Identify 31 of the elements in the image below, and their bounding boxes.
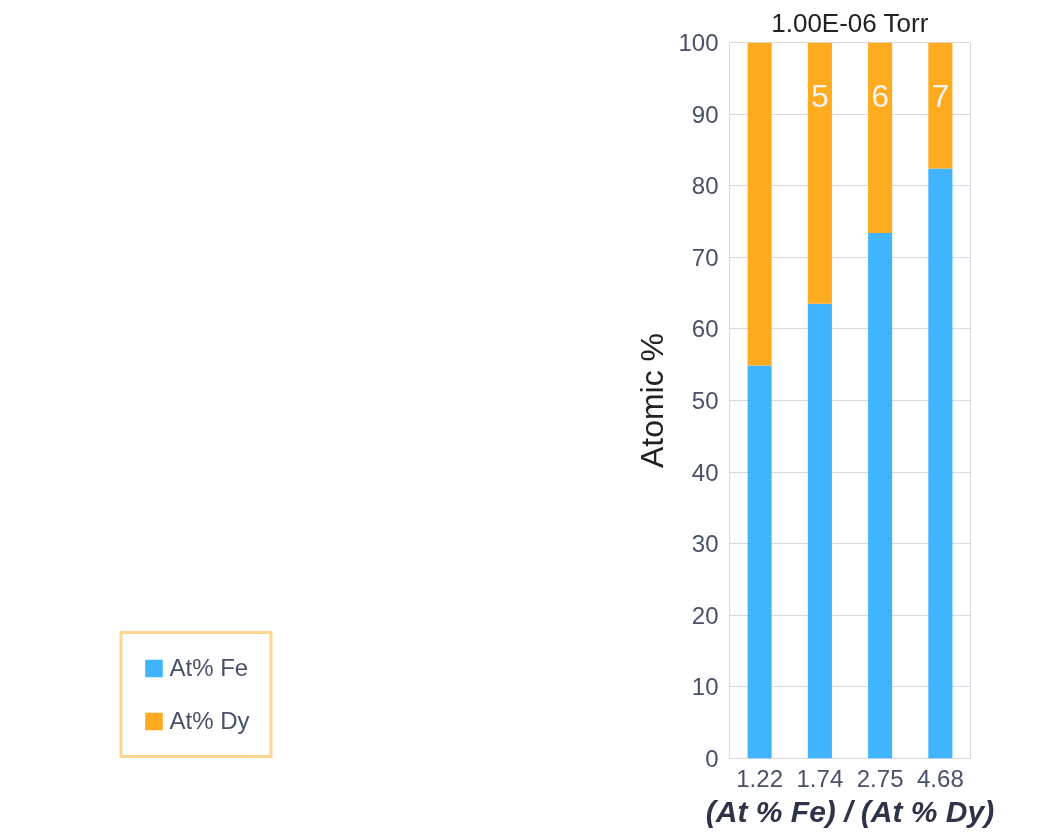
x-tick-label: 1.74 xyxy=(796,764,844,792)
y-tick-label: 20 xyxy=(691,601,719,629)
annotation: 5 xyxy=(810,78,829,115)
annotation: 7 xyxy=(931,78,950,115)
legend-label: At% Dy xyxy=(169,707,250,735)
bar xyxy=(928,42,953,169)
y-tick-label: 40 xyxy=(691,458,719,486)
x-tick-label: 1.22 xyxy=(736,764,783,792)
y-tick-label: 90 xyxy=(691,100,719,128)
y-tick-label: 0 xyxy=(705,745,719,772)
bar xyxy=(807,42,832,304)
bar xyxy=(747,365,772,759)
y-tick-label: 50 xyxy=(691,387,719,414)
bar xyxy=(868,232,893,759)
y-tick-label: 70 xyxy=(691,243,719,271)
y-tick-label: 30 xyxy=(691,530,719,558)
bar xyxy=(868,42,893,233)
bar xyxy=(747,42,772,366)
x-axis-title: (At % Fe) / (At % Dy) xyxy=(705,794,995,828)
chart-title: 1.00E-06 Torr xyxy=(771,7,929,38)
y-tick-label: 10 xyxy=(691,673,719,701)
x-tick-label: 2.75 xyxy=(856,764,904,792)
legend-label: At% Fe xyxy=(169,654,249,682)
y-tick-label: 100 xyxy=(678,29,719,56)
y-axis-title: Atomic % xyxy=(634,332,671,469)
bar xyxy=(807,303,832,759)
annotation: 6 xyxy=(871,78,890,115)
y-tick-label: 80 xyxy=(691,172,719,200)
bar xyxy=(928,168,953,759)
y-tick-label: 60 xyxy=(691,315,719,343)
x-tick-label: 4.68 xyxy=(917,764,964,792)
